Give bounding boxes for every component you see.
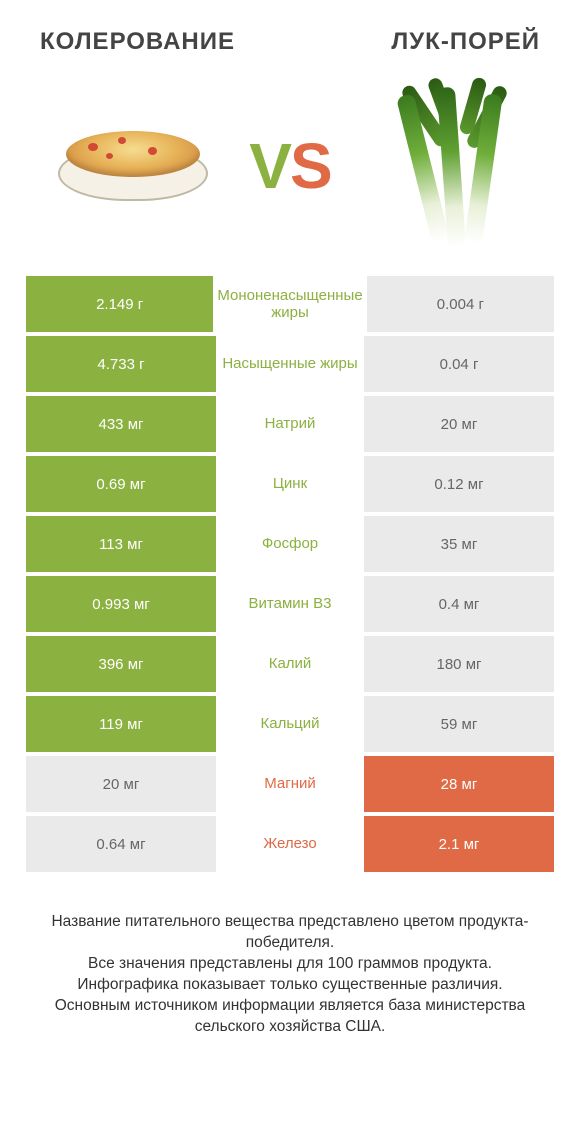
right-value: 35 мг: [364, 516, 554, 572]
left-value: 0.64 мг: [26, 816, 216, 872]
table-row: 119 мгКальций59 мг: [26, 696, 554, 752]
nutrient-label: Железо: [216, 816, 364, 872]
footnote: Название питательного вещества представл…: [0, 876, 580, 1038]
table-row: 2.149 гМононенасыщенные жиры0.004 г: [26, 276, 554, 332]
right-value: 0.004 г: [367, 276, 554, 332]
footnote-line: Все значения представлены для 100 граммо…: [26, 954, 554, 975]
left-value: 396 мг: [26, 636, 216, 692]
right-product-image: [357, 86, 537, 246]
left-value: 0.69 мг: [26, 456, 216, 512]
nutrient-label: Магний: [216, 756, 364, 812]
table-row: 20 мгМагний28 мг: [26, 756, 554, 812]
left-value: 113 мг: [26, 516, 216, 572]
left-value: 0.993 мг: [26, 576, 216, 632]
right-value: 20 мг: [364, 396, 554, 452]
vs-s: S: [290, 130, 331, 202]
casserole-icon: [48, 121, 218, 211]
table-row: 0.64 мгЖелезо2.1 мг: [26, 816, 554, 872]
right-product-title: ЛУК-ПОРЕЙ: [391, 28, 540, 56]
table-row: 4.733 гНасыщенные жиры0.04 г: [26, 336, 554, 392]
nutrient-label: Цинк: [216, 456, 364, 512]
leek-icon: [362, 81, 532, 251]
right-value: 59 мг: [364, 696, 554, 752]
nutrient-label: Фосфор: [216, 516, 364, 572]
nutrient-label: Калий: [216, 636, 364, 692]
left-value: 433 мг: [26, 396, 216, 452]
comparison-table: 2.149 гМононенасыщенные жиры0.004 г4.733…: [0, 276, 580, 872]
footnote-line: Инфографика показывает только существенн…: [26, 975, 554, 996]
table-row: 396 мгКалий180 мг: [26, 636, 554, 692]
table-row: 0.69 мгЦинк0.12 мг: [26, 456, 554, 512]
nutrient-label: Натрий: [216, 396, 364, 452]
right-value: 0.4 мг: [364, 576, 554, 632]
vs-v: V: [249, 130, 290, 202]
nutrient-label: Кальций: [216, 696, 364, 752]
right-value: 0.04 г: [364, 336, 554, 392]
right-value: 180 мг: [364, 636, 554, 692]
right-value: 28 мг: [364, 756, 554, 812]
left-value: 4.733 г: [26, 336, 216, 392]
right-value: 2.1 мг: [364, 816, 554, 872]
table-row: 0.993 мгВитамин B30.4 мг: [26, 576, 554, 632]
table-row: 433 мгНатрий20 мг: [26, 396, 554, 452]
footnote-line: Основным источником информации является …: [26, 996, 554, 1038]
nutrient-label: Мононенасыщенные жиры: [213, 276, 366, 332]
nutrient-label: Витамин B3: [216, 576, 364, 632]
images-row: VS: [0, 66, 580, 276]
left-product-title: КОЛЕРОВАНИЕ: [40, 28, 235, 56]
left-value: 119 мг: [26, 696, 216, 752]
left-value: 20 мг: [26, 756, 216, 812]
left-product-image: [43, 86, 223, 246]
nutrient-label: Насыщенные жиры: [216, 336, 364, 392]
left-value: 2.149 г: [26, 276, 213, 332]
header: КОЛЕРОВАНИЕ ЛУК-ПОРЕЙ: [0, 0, 580, 66]
table-row: 113 мгФосфор35 мг: [26, 516, 554, 572]
right-value: 0.12 мг: [364, 456, 554, 512]
footnote-line: Название питательного вещества представл…: [26, 912, 554, 954]
vs-label: VS: [249, 129, 330, 203]
